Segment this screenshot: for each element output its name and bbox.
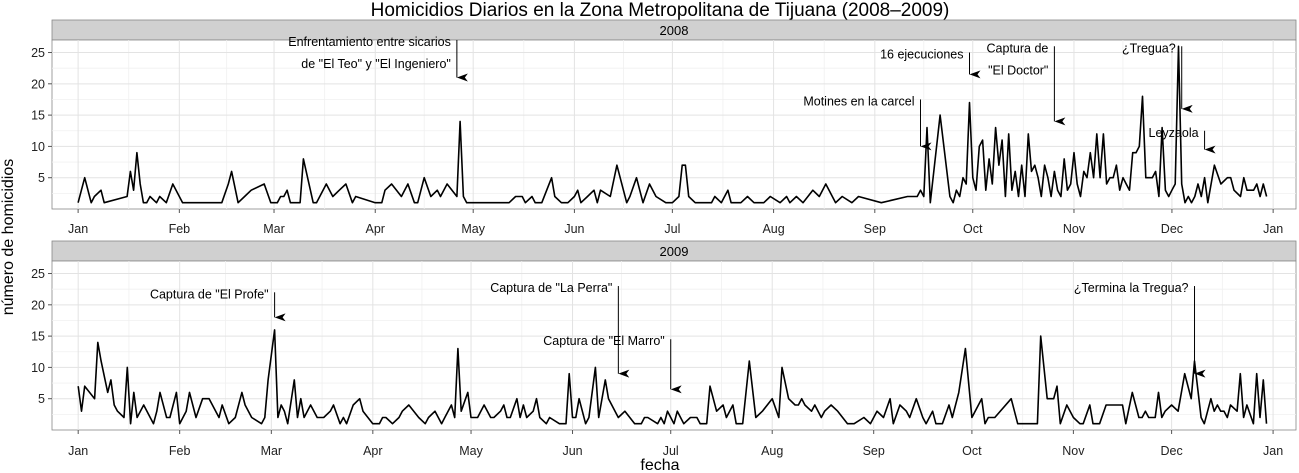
annotation-label: ¿Termina la Tregua? bbox=[1074, 281, 1189, 295]
annotation: ¿Termina la Tregua? bbox=[1074, 281, 1206, 378]
annotation-label: Enfrentamiento entre sicarios bbox=[288, 35, 451, 49]
x-tick-label: Jan bbox=[1263, 444, 1283, 458]
y-tick-label: 25 bbox=[31, 46, 45, 60]
chart-panels: 2008 Jan Feb Mar Apr May Jun Jul Aug Sep Oct Nov Dec… bbox=[31, 19, 1297, 458]
facet-strip-label: 2008 bbox=[660, 23, 689, 38]
x-tick-label: Sep bbox=[864, 222, 886, 236]
x-tick-label: Jun bbox=[564, 222, 584, 236]
annotation-label: Leyzaola bbox=[1149, 126, 1199, 140]
x-tick-label: Feb bbox=[169, 222, 191, 236]
annotation: Leyzaola bbox=[1149, 126, 1216, 154]
annotation-label: Captura de "El Marro" bbox=[543, 334, 664, 348]
y-tick-label: 5 bbox=[38, 171, 45, 185]
annotation-label: 16 ejecuciones bbox=[880, 48, 963, 62]
x-tick-label: Oct bbox=[963, 222, 983, 236]
x-tick-label: Dec bbox=[1160, 444, 1182, 458]
annotation: Captura de "El Marro" bbox=[543, 334, 682, 394]
x-tick-label: Jan bbox=[68, 222, 88, 236]
x-tick-label: Aug bbox=[762, 222, 784, 236]
y-tick-label: 20 bbox=[31, 77, 45, 91]
y-tick-label: 15 bbox=[31, 330, 45, 344]
annotation: 16 ejecuciones bbox=[880, 48, 981, 79]
annotation: Enfrentamiento entre sicarios de "El Teo"… bbox=[288, 35, 468, 82]
annotation-label: Captura de "La Perra" bbox=[490, 281, 612, 295]
x-tick-label: Dec bbox=[1161, 222, 1183, 236]
x-tick-label: Feb bbox=[169, 444, 191, 458]
facet-strip-label: 2009 bbox=[660, 244, 689, 259]
annotation: Captura de "El Profe" bbox=[150, 287, 286, 322]
annotation: Captura de "El Doctor" bbox=[987, 41, 1066, 126]
x-tick-label: May bbox=[459, 444, 483, 458]
x-tick-label: Apr bbox=[363, 444, 382, 458]
y-axis-title: número de homicidios bbox=[0, 159, 17, 316]
y-tick-label: 5 bbox=[38, 392, 45, 406]
x-tick-label: Jun bbox=[562, 444, 582, 458]
panel-2008: 2008 Jan Feb Mar Apr May Jun Jul Aug Sep Oct Nov Dec… bbox=[31, 19, 1297, 236]
x-tick-label: May bbox=[461, 222, 485, 236]
y-tick-label: 20 bbox=[31, 298, 45, 312]
y-tick-label: 10 bbox=[31, 361, 45, 375]
annotation: Motines en la carcel bbox=[803, 94, 932, 151]
series-line-2009 bbox=[77, 329, 1268, 425]
x-tick-label: Mar bbox=[263, 222, 285, 236]
x-tick-label: Jul bbox=[664, 222, 680, 236]
x-tick-label: Sep bbox=[863, 444, 885, 458]
chart-title: Homicidios Diarios en la Zona Metropolit… bbox=[371, 0, 950, 21]
annotation-label: "El Doctor" bbox=[988, 63, 1048, 77]
annotation-label: Motines en la carcel bbox=[803, 94, 914, 108]
annotation-label: ¿Tregua? bbox=[1122, 41, 1176, 55]
x-tick-label: Apr bbox=[366, 222, 385, 236]
panel-2009: 2009 Jan Feb Mar Apr May Jun Jul Aug Sep Oct Nov Dec… bbox=[31, 240, 1297, 458]
x-tick-label: Aug bbox=[761, 444, 783, 458]
y-tick-label: 15 bbox=[31, 109, 45, 123]
x-tick-label: Nov bbox=[1062, 444, 1085, 458]
annotation: Captura de "La Perra" bbox=[490, 281, 630, 378]
annotation-label: Captura de bbox=[987, 41, 1049, 55]
annotation: ¿Tregua? bbox=[1122, 41, 1193, 113]
x-tick-label: Oct bbox=[962, 444, 982, 458]
x-tick-label: Nov bbox=[1063, 222, 1086, 236]
series-line-2008 bbox=[77, 45, 1268, 204]
x-tick-label: Jan bbox=[68, 444, 88, 458]
x-tick-label: Jul bbox=[663, 444, 679, 458]
y-tick-label: 10 bbox=[31, 140, 45, 154]
plot-area bbox=[51, 39, 1297, 210]
x-tick-label: Jan bbox=[1263, 222, 1283, 236]
y-tick-label: 25 bbox=[31, 267, 45, 281]
x-axis-title: fecha bbox=[640, 457, 679, 473]
annotation-label: Captura de "El Profe" bbox=[150, 287, 269, 301]
annotation-label: de "El Teo" y "El Ingeniero" bbox=[301, 57, 451, 71]
x-tick-label: Mar bbox=[261, 444, 283, 458]
